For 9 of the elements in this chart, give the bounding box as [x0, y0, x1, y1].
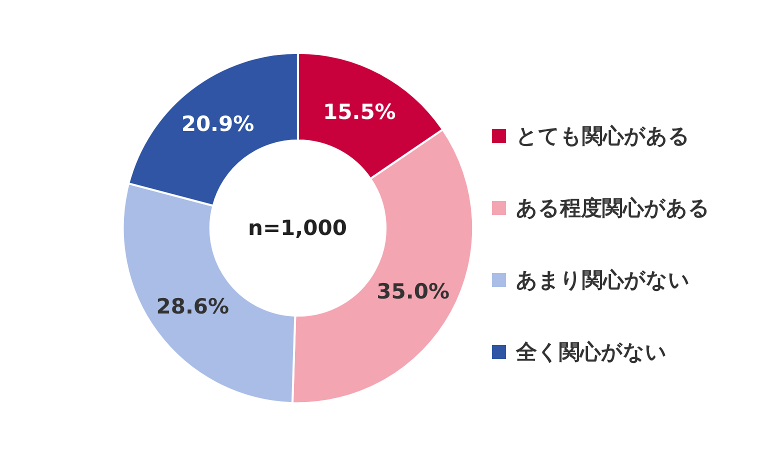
data-label: 15.5% [322, 100, 396, 124]
data-label: 20.9% [181, 112, 254, 136]
data-label: 35.0% [376, 279, 450, 304]
legend-label: あまり関心がない [516, 267, 690, 294]
legend-label: とても関心がある [516, 123, 690, 150]
legend-label: ある程度関心がある [516, 195, 710, 222]
text: n=1,000 [248, 216, 347, 240]
data-label: 28.6% [156, 294, 230, 319]
legend-label: 全く関心がない [516, 339, 667, 366]
